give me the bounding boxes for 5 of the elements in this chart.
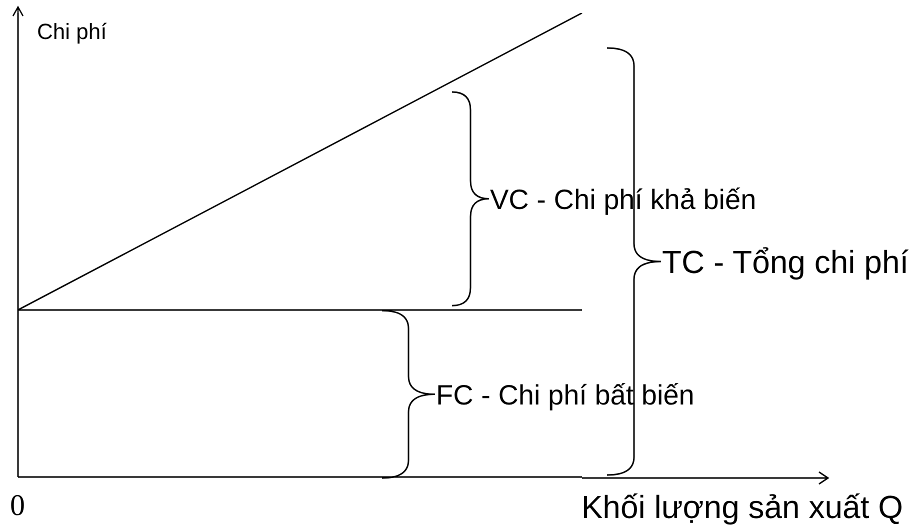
y-axis-title: Chi phí [37, 19, 107, 44]
annotation: FC - Chi phí bất biến [436, 379, 694, 410]
text: 0 [10, 489, 25, 522]
x-axis-title: Khối lượng sản xuất Q [581, 489, 903, 525]
annotation: TC - Tổng chi phí [662, 244, 909, 280]
